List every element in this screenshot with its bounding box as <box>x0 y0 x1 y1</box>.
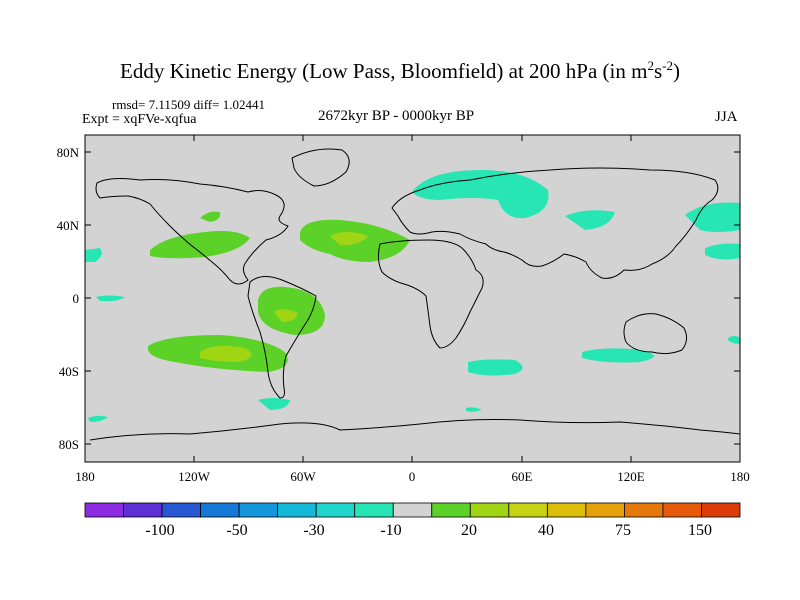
colorbar-label: -100 <box>145 522 174 539</box>
map-background <box>85 135 740 462</box>
antarctica-coast <box>89 419 741 441</box>
colorbar-label: -50 <box>226 522 247 539</box>
s-indian-east-cyan-area <box>582 348 654 363</box>
colorbar-swatch <box>200 502 240 518</box>
lon-label: 120E <box>617 469 645 484</box>
greenland-coast <box>291 148 350 187</box>
s-atlantic-cyan-area <box>258 398 290 410</box>
s-ocean-cyan-area <box>466 407 482 412</box>
arctic-green-area <box>200 211 221 222</box>
s-pacific-cyan-area <box>88 415 108 422</box>
lat-label: 0 <box>73 291 80 306</box>
trop-pacific-cyan-area <box>96 295 125 302</box>
colorbar-swatch <box>624 502 664 518</box>
eurasia-cyan-area <box>412 170 549 219</box>
north-america-coast <box>95 178 289 285</box>
colorbar-label: 150 <box>688 522 712 539</box>
eurasia-coast <box>391 167 719 279</box>
stats-text: rmsd= 7.11509 diff= 1.02441 <box>112 97 265 112</box>
colorbar-swatch <box>546 502 587 518</box>
negative-anomaly-areas <box>85 170 740 422</box>
lon-label: 120W <box>178 469 211 484</box>
au-cyan-area <box>728 336 740 344</box>
australia-coast <box>623 313 688 355</box>
s-indian-cyan-area <box>468 359 523 376</box>
experiment-label: Expt = xqFVe-xqfua <box>82 112 197 127</box>
n-atlantic-yellow-area <box>330 232 368 246</box>
lon-label: 180 <box>730 469 750 484</box>
n-pacific-cyan-area <box>685 202 740 232</box>
colorbar-swatch <box>431 502 471 518</box>
n-america-green-area <box>150 230 250 259</box>
colorbar-label: 40 <box>538 522 554 539</box>
colorbar-swatch <box>277 502 317 518</box>
colorbar-labels: -100 -50 -30 -10 20 40 75 150 <box>145 522 712 539</box>
lat-label: 40S <box>59 364 79 379</box>
lon-axis: 180 120W 60W 0 60E 120E 180 <box>75 135 750 484</box>
lat-label: 80N <box>57 145 80 160</box>
colorbar-swatch <box>238 502 279 518</box>
colorbar-swatch <box>392 502 433 518</box>
colorbar-label: 75 <box>615 522 631 539</box>
colorbar-swatch <box>161 502 201 518</box>
w-pacific-cyan-area <box>705 243 740 260</box>
colorbar-swatch <box>354 502 394 518</box>
colorbar-swatch <box>701 502 741 518</box>
lon-label: 0 <box>409 469 416 484</box>
lon-label: 60W <box>290 469 316 484</box>
colorbar-swatch <box>469 502 510 518</box>
africa-coast <box>377 239 484 349</box>
tropical-yellow-area <box>274 309 298 322</box>
colorbar-swatch <box>315 502 356 518</box>
lat-axis: 80N 40N 0 40S 80S <box>57 145 740 452</box>
season-label: JJA <box>715 109 738 125</box>
lat-label: 80S <box>59 437 79 452</box>
chart-title: Eddy Kinetic Energy (Low Pass, Bloomfiel… <box>120 58 680 83</box>
colorbar-label: -10 <box>380 522 401 539</box>
colorbar-swatch <box>508 502 548 518</box>
lon-label: 60E <box>512 469 533 484</box>
lat-label: 40N <box>57 218 80 233</box>
s-pacific-yellow-area <box>200 345 252 362</box>
colorbar-swatch <box>662 502 702 518</box>
coastlines <box>89 148 741 441</box>
south-america-coast <box>247 276 317 399</box>
period-label: 2672kyr BP - 0000kyr BP <box>318 108 475 124</box>
colorbar-swatch <box>585 502 625 518</box>
stronger-positive-areas <box>200 232 368 362</box>
ne-pacific-cyan-area <box>85 248 102 262</box>
asia-cyan-area <box>565 210 615 230</box>
colorbar-swatch <box>84 502 124 518</box>
lon-label: 180 <box>75 469 95 484</box>
colorbar-label: -30 <box>303 522 324 539</box>
colorbar <box>84 502 741 518</box>
colorbar-swatch <box>123 502 163 518</box>
colorbar-label: 20 <box>461 522 477 539</box>
